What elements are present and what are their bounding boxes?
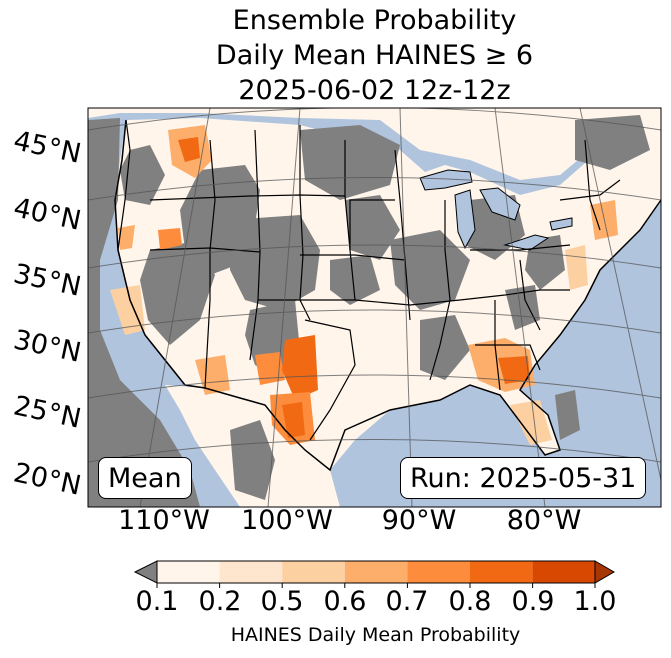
colorbar-under-arrow [133, 560, 158, 584]
colorbar-over-arrow [594, 560, 615, 584]
colorbar-bin-7 [532, 561, 595, 583]
lon-label-80: 80°W [506, 505, 582, 536]
colorbar-bin-3 [282, 561, 345, 583]
graticule [88, 108, 661, 507]
lon-label-110: 110°W [118, 505, 210, 536]
colorbar-bin-5 [407, 561, 470, 583]
colorbar-bin-2 [219, 561, 283, 583]
colorbar-tick-3: 0.6 [323, 586, 367, 617]
colorbar-tick-6: 0.9 [511, 586, 555, 617]
colorbar-bin-6 [470, 561, 533, 583]
colorbar-bin-4 [344, 561, 408, 583]
colorbar-tick-1: 0.2 [198, 586, 242, 617]
run-label: Run: 2025-05-31 [400, 457, 647, 499]
colorbar-tick-4: 0.7 [385, 586, 429, 617]
title-line-1: Ensemble Probability [232, 5, 517, 36]
colorbar-bin-1 [157, 561, 220, 583]
lon-label-100: 100°W [241, 505, 333, 536]
lon-label-90: 90°W [381, 505, 457, 536]
canada-land [88, 108, 661, 180]
colorbar-tick-7: 1.0 [573, 586, 617, 617]
colorbar-tick-0: 0.1 [135, 586, 179, 617]
great-lakes [419, 169, 573, 251]
colorbar-tick-5: 0.8 [448, 586, 492, 617]
statistic-label: Mean [98, 457, 192, 499]
probability-patches [110, 125, 618, 445]
title-line-3: 2025-06-02 12z-12z [238, 75, 511, 106]
title-line-2: Daily Mean HAINES ≥ 6 [215, 40, 534, 71]
colorbar-label: HAINES Daily Mean Probability [230, 624, 521, 646]
colorbar-tick-2: 0.5 [260, 586, 304, 617]
coastline [114, 119, 661, 472]
